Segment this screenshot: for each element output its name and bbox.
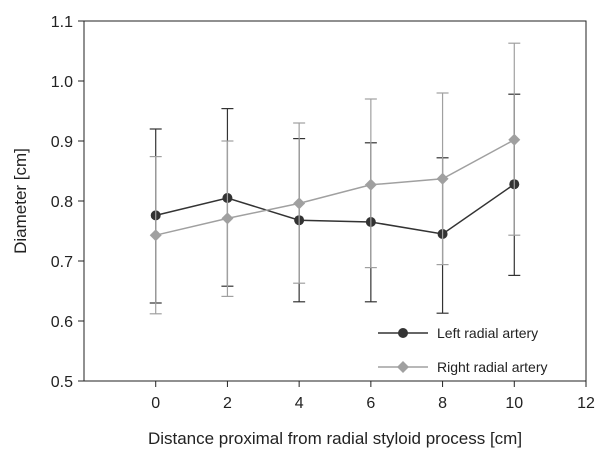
series-layer	[149, 42, 521, 315]
y-axis-title: Diameter [cm]	[11, 148, 30, 254]
legend-marker-left-radial-artery	[398, 328, 408, 338]
y-tick-label: 0.9	[51, 134, 73, 151]
x-tick-label: 6	[366, 395, 375, 412]
y-tick-label: 1.1	[51, 14, 73, 31]
series-right-radial-artery	[149, 42, 521, 315]
legend-label-right-radial-artery: Right radial artery	[437, 359, 548, 375]
series-line	[155, 183, 515, 235]
x-tick-label: 12	[577, 395, 595, 412]
data-point	[364, 178, 377, 191]
data-point	[436, 172, 449, 185]
legend-marker-right-radial-artery	[397, 361, 409, 373]
x-tick-label: 0	[151, 395, 160, 412]
x-axis-title: Distance proximal from radial styloid pr…	[148, 429, 522, 448]
x-axis: 0 2 4 6 8 10 12	[151, 381, 595, 412]
y-axis: 0.5 0.6 0.7 0.8 0.9 1.0 1.1	[51, 14, 84, 391]
series-line	[155, 139, 515, 236]
x-tick-label: 2	[223, 395, 232, 412]
y-tick-label: 0.7	[51, 254, 73, 271]
data-point	[149, 229, 162, 242]
y-tick-label: 0.8	[51, 194, 73, 211]
x-tick-label: 10	[505, 395, 523, 412]
y-tick-label: 0.5	[51, 374, 73, 391]
legend: Left radial artery Right radial artery	[378, 325, 548, 375]
data-point	[293, 197, 306, 210]
data-point	[508, 133, 521, 146]
y-tick-label: 1.0	[51, 74, 73, 91]
x-tick-label: 8	[438, 395, 447, 412]
y-tick-label: 0.6	[51, 314, 73, 331]
data-point	[221, 212, 234, 225]
plot-area	[83, 20, 587, 382]
x-tick-label: 4	[295, 395, 304, 412]
legend-label-left-radial-artery: Left radial artery	[437, 325, 538, 341]
